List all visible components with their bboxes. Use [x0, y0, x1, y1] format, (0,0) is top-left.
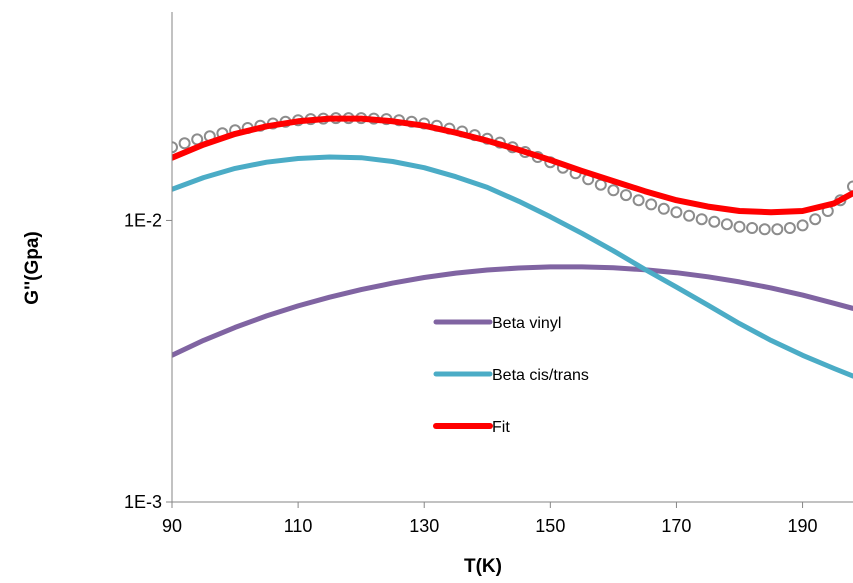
scatter-markers-layer — [172, 112, 853, 236]
data-point-marker — [796, 219, 809, 232]
x-tick-label: 150 — [535, 516, 565, 536]
data-point-marker — [809, 213, 822, 226]
series-line-fit — [172, 115, 853, 216]
legend-label: Beta cis/trans — [492, 367, 589, 384]
legend-label: Fit — [492, 419, 510, 436]
series-lines-layer — [172, 115, 853, 379]
y-axis-title: G''(Gpa) — [22, 231, 43, 304]
x-tick-label: 170 — [661, 516, 691, 536]
data-point-marker — [720, 218, 733, 231]
y-tick-label: 1E-3 — [124, 492, 162, 512]
series-line-beta-vinyl — [172, 264, 853, 358]
x-axis-title: T(K) — [464, 556, 502, 577]
series-line-beta-cis-trans — [172, 154, 853, 379]
data-point-marker — [695, 213, 708, 226]
data-point-marker — [746, 222, 759, 234]
x-tick-label: 110 — [284, 516, 313, 536]
data-point-marker — [758, 223, 771, 236]
legend-label: Beta vinyl — [492, 315, 561, 332]
data-point-marker — [847, 180, 853, 193]
legend: Beta vinyl Beta cis/trans Fit — [433, 315, 589, 436]
data-point-marker — [172, 141, 178, 154]
data-point-marker — [657, 202, 670, 215]
data-point-marker — [607, 184, 620, 197]
x-tick-label: 130 — [409, 516, 439, 536]
data-point-marker — [771, 223, 784, 236]
axes-layer: 90 110 130 150 170 190 1E-3 1E-2 — [124, 12, 853, 536]
data-point-marker — [683, 209, 696, 222]
data-point-marker — [620, 189, 632, 202]
data-point-marker — [670, 206, 683, 219]
data-point-marker — [645, 198, 658, 211]
x-tick-label: 190 — [788, 516, 818, 536]
data-point-marker — [708, 215, 721, 228]
y-tick-label: 1E-2 — [124, 210, 162, 230]
data-point-marker — [178, 137, 191, 150]
data-point-marker — [783, 222, 796, 234]
data-point-marker — [733, 220, 746, 233]
x-tick-label: 90 — [162, 516, 182, 536]
data-point-marker — [632, 194, 645, 207]
